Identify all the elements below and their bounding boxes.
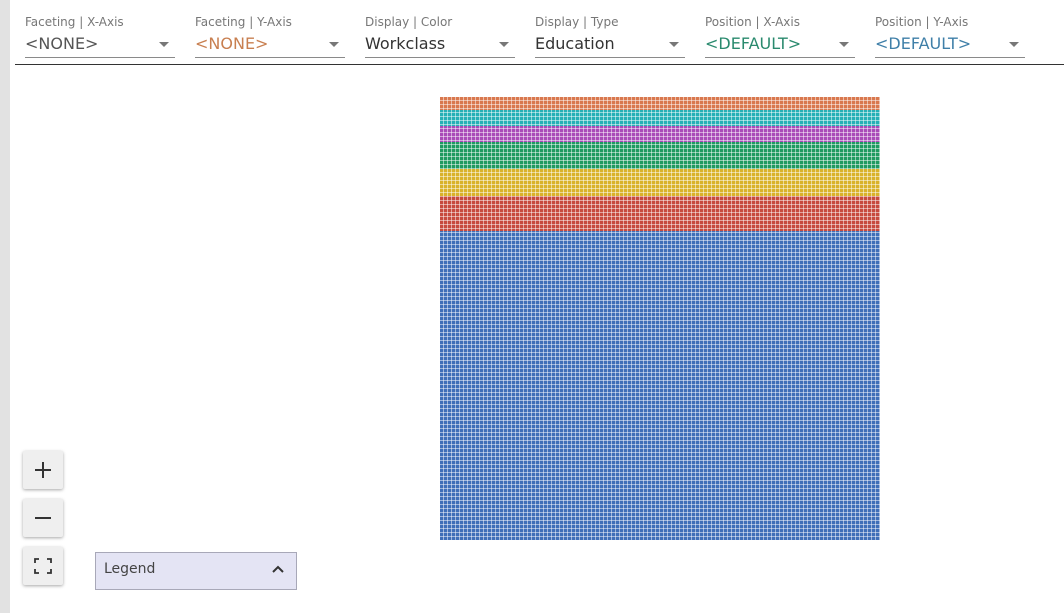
- display-color-label: Display | Color: [365, 15, 453, 29]
- chevron-down-icon: [1009, 42, 1019, 47]
- display-type-control[interactable]: Display | Type Education: [535, 15, 685, 59]
- left-panel-edge: [0, 0, 10, 613]
- zoom-out-button[interactable]: [23, 499, 63, 537]
- faceting-x-axis-label: Faceting | X-Axis: [25, 15, 124, 29]
- display-color-value: Workclass: [365, 34, 446, 53]
- position-x-axis-select[interactable]: <DEFAULT>: [705, 33, 855, 58]
- chevron-down-icon: [839, 42, 849, 47]
- chevron-down-icon: [499, 42, 509, 47]
- fit-screen-icon: [34, 558, 52, 574]
- position-x-axis-value: <DEFAULT>: [705, 34, 802, 53]
- position-x-axis-label: Position | X-Axis: [705, 15, 800, 29]
- dot-grid-plot[interactable]: [440, 97, 880, 540]
- faceting-y-axis-control[interactable]: Faceting | Y-Axis <NONE>: [195, 15, 345, 59]
- fit-view-button[interactable]: [23, 547, 63, 585]
- position-y-axis-value: <DEFAULT>: [875, 34, 972, 53]
- position-x-axis-control[interactable]: Position | X-Axis <DEFAULT>: [705, 15, 855, 59]
- faceting-x-axis-control[interactable]: Faceting | X-Axis <NONE>: [25, 15, 175, 59]
- legend-label: Legend: [104, 561, 156, 577]
- faceting-x-axis-select[interactable]: <NONE>: [25, 33, 175, 58]
- chevron-up-icon: [272, 565, 284, 573]
- controls-toolbar: Faceting | X-Axis <NONE> Faceting | Y-Ax…: [15, 0, 1064, 65]
- minus-icon: [35, 517, 51, 519]
- plus-icon: [35, 462, 51, 478]
- zoom-in-button[interactable]: [23, 451, 63, 489]
- chevron-down-icon: [669, 42, 679, 47]
- chevron-down-icon: [159, 42, 169, 47]
- display-type-value: Education: [535, 34, 615, 53]
- display-color-control[interactable]: Display | Color Workclass: [365, 15, 515, 59]
- position-y-axis-control[interactable]: Position | Y-Axis <DEFAULT>: [875, 15, 1025, 59]
- legend-toggle[interactable]: Legend: [95, 552, 297, 590]
- faceting-y-axis-value: <NONE>: [195, 34, 269, 53]
- display-color-select[interactable]: Workclass: [365, 33, 515, 58]
- faceting-y-axis-label: Faceting | Y-Axis: [195, 15, 292, 29]
- dot-grid-overlay: [440, 97, 880, 540]
- position-y-axis-label: Position | Y-Axis: [875, 15, 969, 29]
- faceting-x-axis-value: <NONE>: [25, 34, 99, 53]
- display-type-label: Display | Type: [535, 15, 619, 29]
- position-y-axis-select[interactable]: <DEFAULT>: [875, 33, 1025, 58]
- display-type-select[interactable]: Education: [535, 33, 685, 58]
- faceting-y-axis-select[interactable]: <NONE>: [195, 33, 345, 58]
- chevron-down-icon: [329, 42, 339, 47]
